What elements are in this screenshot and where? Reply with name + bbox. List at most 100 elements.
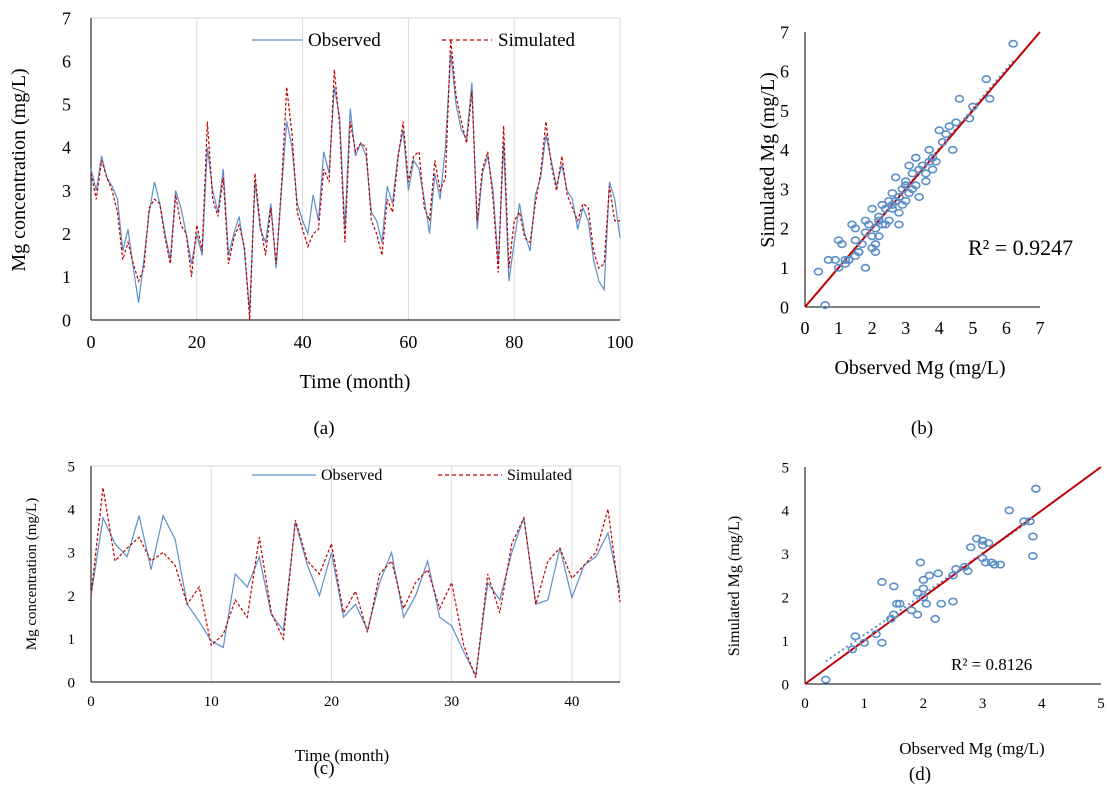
scatter-point bbox=[891, 599, 902, 608]
scatter-point bbox=[918, 575, 929, 584]
scatter-point bbox=[968, 102, 978, 111]
scatter-point bbox=[833, 263, 844, 272]
scatter-point bbox=[900, 181, 911, 190]
y-tick-label: 4 bbox=[68, 502, 76, 518]
chart-a-ylabel: Mg concentration (mg/L) bbox=[8, 68, 30, 271]
series-observed-line bbox=[90, 52, 621, 312]
scatter-point bbox=[870, 224, 881, 233]
x-tick-label: 10 bbox=[204, 694, 219, 710]
scatter-point bbox=[900, 196, 911, 205]
x-tick-label: 7 bbox=[1036, 318, 1045, 338]
scatter-point bbox=[871, 630, 881, 639]
y-tick-label: 1 bbox=[782, 634, 790, 650]
scatter-point bbox=[914, 193, 924, 202]
scatter-point bbox=[857, 240, 867, 249]
chart-b-ylabel: Simulated Mg (mg/L) bbox=[757, 72, 779, 248]
x-tick-label: 20 bbox=[188, 332, 206, 352]
y-tick-label: 1 bbox=[62, 267, 71, 287]
scatter-point bbox=[847, 645, 858, 654]
scatter-point bbox=[1008, 39, 1018, 48]
scatter-point bbox=[874, 212, 884, 221]
legend-observed-label: Observed bbox=[321, 467, 382, 484]
x-tick-label: 0 bbox=[87, 694, 95, 710]
x-tick-label: 6 bbox=[1002, 318, 1011, 338]
y-tick-label: 3 bbox=[68, 546, 76, 562]
scatter-point bbox=[904, 161, 914, 170]
scatter-point bbox=[877, 578, 887, 587]
scatter-point bbox=[887, 200, 898, 209]
scatter-point bbox=[1004, 506, 1015, 515]
y-tick-label: 4 bbox=[780, 140, 789, 160]
x-tick-label: 2 bbox=[920, 696, 928, 712]
scatter-point bbox=[951, 118, 961, 127]
y-tick-label: 0 bbox=[780, 297, 789, 317]
chart-c-ylabel: Mg concentration (mg/L) bbox=[24, 498, 40, 650]
scatter-point bbox=[887, 189, 898, 198]
scatter-point bbox=[912, 588, 923, 597]
scatter-point bbox=[912, 610, 923, 619]
scatter-point bbox=[989, 560, 1000, 569]
scatter-point bbox=[843, 255, 854, 264]
x-tick-label: 5 bbox=[968, 318, 977, 338]
chart-c-legend: Observed Simulated bbox=[252, 467, 572, 484]
series-observed-line bbox=[90, 513, 621, 678]
scatter-point bbox=[995, 560, 1006, 569]
scatter-point bbox=[917, 161, 928, 170]
scatter-point bbox=[984, 94, 995, 103]
y-tick-label: 7 bbox=[62, 8, 71, 28]
y-tick-label: 2 bbox=[780, 219, 789, 239]
chart-a: 0 20 40 60 80 100 0 1 2 3 4 5 6 7 Time (month) Mg con… bbox=[8, 8, 634, 393]
scatter-point bbox=[870, 240, 881, 249]
scatter-point bbox=[867, 204, 877, 213]
scatter-point bbox=[820, 301, 830, 310]
scatter-point bbox=[921, 599, 932, 608]
scatter-point bbox=[986, 558, 997, 567]
y-tick-label: 1 bbox=[780, 258, 789, 278]
y-tick-label: 0 bbox=[782, 677, 790, 693]
y-tick-label: 3 bbox=[780, 179, 789, 199]
scatter-point bbox=[874, 232, 884, 241]
chart-d-annotation: R² = 0.8126 bbox=[951, 655, 1032, 674]
y-tick-label: 4 bbox=[62, 138, 71, 158]
scatter-point bbox=[877, 638, 887, 647]
chart-b-annotation: R² = 0.9247 bbox=[968, 235, 1073, 260]
y-tick-label: 1 bbox=[68, 632, 76, 648]
scatter-point bbox=[921, 169, 931, 178]
y-tick-label: 4 bbox=[782, 504, 790, 520]
series-simulated-line bbox=[90, 39, 620, 321]
scatter-point bbox=[981, 75, 992, 84]
scatter-point bbox=[983, 538, 994, 547]
y-tick-label: 2 bbox=[782, 590, 790, 606]
scatter-point bbox=[870, 248, 881, 257]
scatter-point bbox=[860, 228, 871, 237]
x-tick-label: 100 bbox=[607, 332, 634, 352]
one-to-one-line bbox=[804, 466, 1102, 685]
x-tick-label: 30 bbox=[444, 694, 459, 710]
scatter-point bbox=[910, 181, 921, 190]
chart-d: 0 1 2 3 4 5 0 1 2 3 4 5 R² = 0.8126 Observed Mg (mg… bbox=[726, 460, 1105, 758]
scatter-point bbox=[840, 255, 851, 264]
legend-observed-label: Observed bbox=[308, 30, 381, 51]
chart-c-xlabel: Time (month) bbox=[295, 746, 389, 765]
caption-a: (a) bbox=[313, 418, 335, 439]
scatter-point bbox=[813, 267, 824, 276]
x-tick-label: 2 bbox=[868, 318, 877, 338]
x-tick-label: 60 bbox=[399, 332, 417, 352]
scatter-point bbox=[867, 232, 877, 241]
scatter-point bbox=[963, 567, 973, 576]
scatter-point bbox=[889, 582, 899, 591]
scatter-point bbox=[894, 599, 905, 608]
y-tick-label: 6 bbox=[780, 62, 789, 82]
scatter-point bbox=[933, 569, 943, 578]
scatter-point bbox=[820, 675, 831, 684]
scatter-point bbox=[1028, 551, 1038, 560]
scatter-point bbox=[1025, 517, 1035, 526]
scatter-point bbox=[964, 114, 975, 123]
scatter-point bbox=[853, 248, 864, 257]
x-tick-label: 0 bbox=[801, 318, 810, 338]
scatter-point bbox=[890, 173, 901, 182]
scatter-point bbox=[937, 138, 948, 147]
x-tick-label: 1 bbox=[834, 318, 843, 338]
x-tick-label: 0 bbox=[801, 696, 809, 712]
scatter-point bbox=[880, 220, 891, 229]
